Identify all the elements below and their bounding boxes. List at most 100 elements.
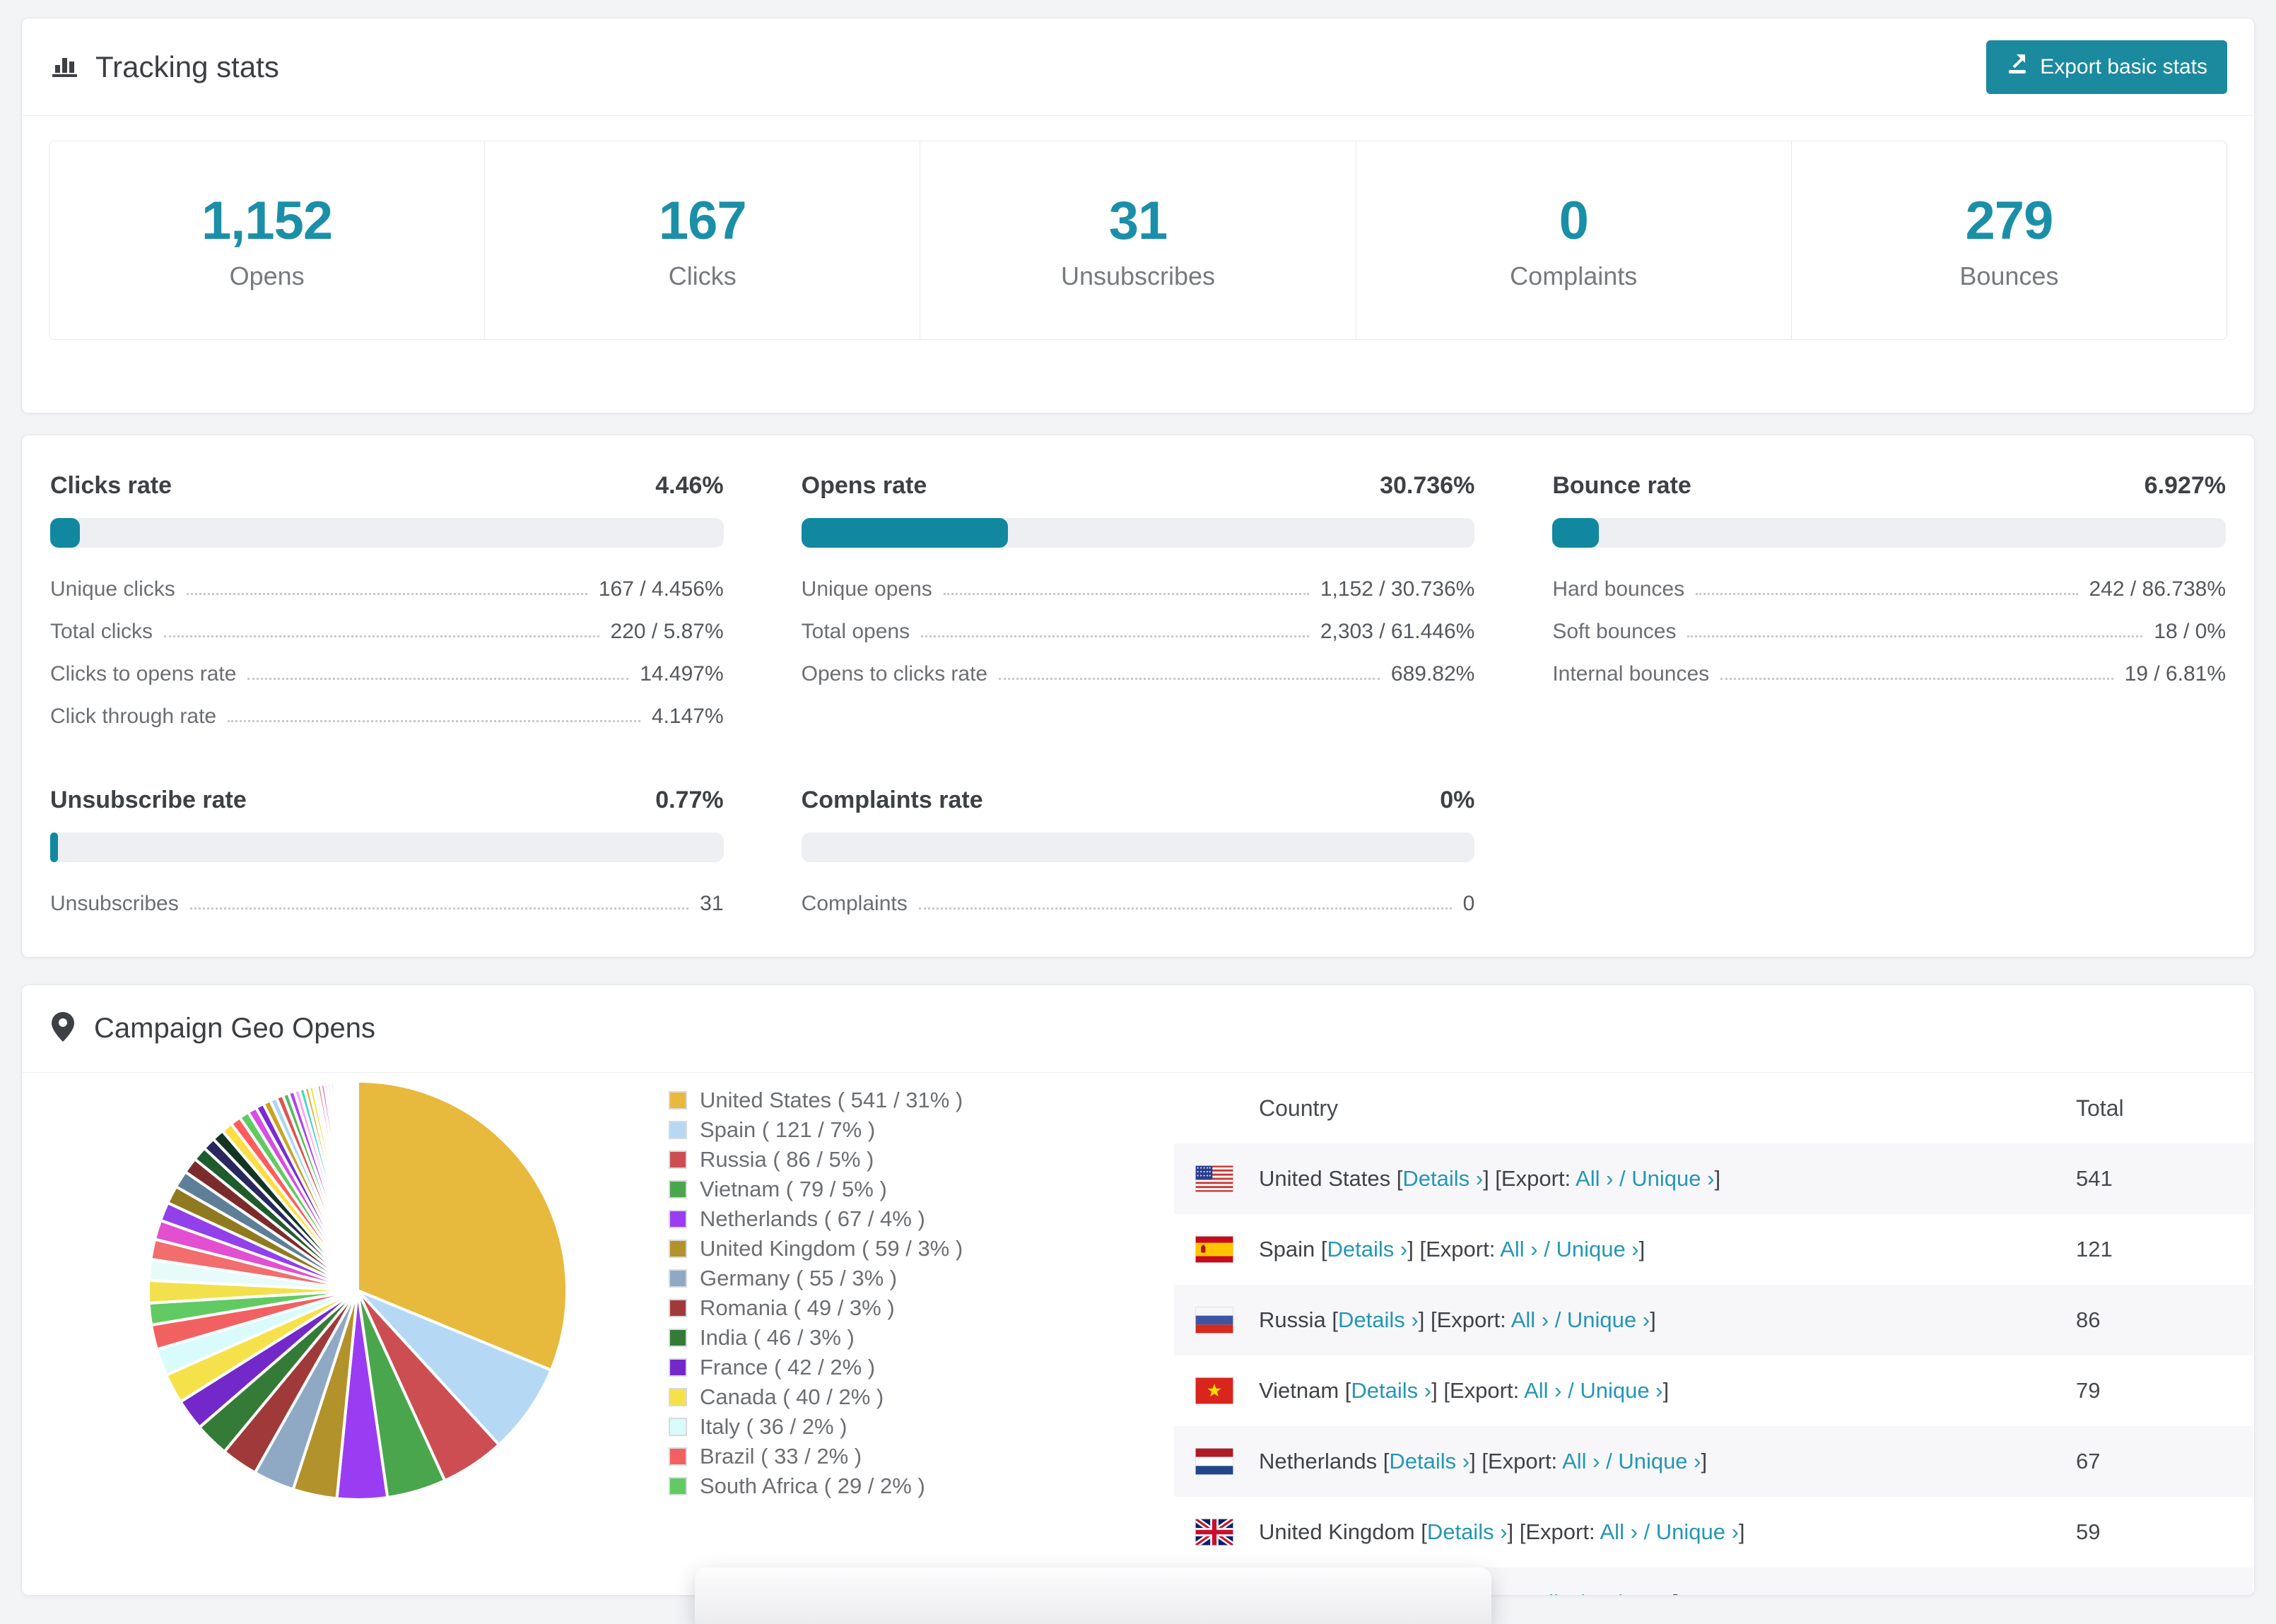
rate-progress-fill [50,832,59,862]
rate-detail-row: Unique clicks 167 / 4.456% [50,577,724,601]
dotted-leader [921,635,1309,637]
export-all-link[interactable]: All › [1600,1519,1638,1544]
legend-color-swatch [669,1299,687,1317]
country-name: Russia [1259,1307,1326,1332]
legend-label: Germany ( 55 / 3% ) [700,1266,898,1290]
details-link[interactable]: Details › [1351,1378,1432,1403]
pie-slice [355,1079,359,1292]
legend-item: Germany ( 55 / 3% ) [669,1264,963,1293]
bracket: ] [1662,1378,1670,1403]
gb-flag-icon [1195,1519,1233,1546]
country-total: 67 [2076,1449,2101,1473]
legend-color-swatch [669,1329,687,1347]
export-unique-link[interactable]: Unique › [1631,1166,1715,1191]
rate-detail-value: 167 / 4.456% [598,577,724,601]
rate-detail-label: Clicks to opens rate [50,662,237,686]
country-name: United States [1259,1166,1391,1191]
bracket: ] [1418,1307,1431,1332]
stat-label: Unsubscribes [1060,261,1216,290]
rate-progress-fill [801,518,1009,548]
rate-progress-bar [801,518,1475,548]
rate-detail-label: Total clicks [50,620,153,643]
ru-flag-icon [1195,1307,1233,1334]
stat-value: 31 [1108,190,1168,251]
legend-color-swatch [669,1447,687,1466]
slash-separator: / [1561,1378,1580,1403]
rate-block-opens-rate: Opens rate 30.736% Unique opens 1,152 / 30.… [801,472,1475,729]
legend-color-swatch [669,1269,687,1288]
export-all-link[interactable]: All › [1534,1590,1571,1595]
export-prefix: [Export: [1519,1519,1600,1544]
export-unique-link[interactable]: Unique › [1590,1590,1673,1595]
country-column-header: Country [1259,1095,1339,1121]
rate-value: 30.736% [1380,472,1475,499]
dotted-leader [999,678,1380,680]
legend-item: United Kingdom ( 59 / 3% ) [669,1234,963,1264]
rate-detail-label: Total opens [801,620,910,643]
bracket: ] [1483,1166,1496,1191]
rate-detail-label: Unique clicks [50,577,175,601]
rate-detail-label: Soft bounces [1552,620,1677,643]
legend-color-swatch [669,1477,687,1495]
details-link[interactable]: Details › [1426,1519,1508,1544]
campaign-geo-opens-card: Campaign Geo Opens United States ( 541 /… [21,984,2255,1596]
stat-label: Opens [229,261,305,290]
rate-detail-value: 220 / 5.87% [610,620,724,643]
export-prefix: [Export: [1443,1378,1525,1403]
export-all-link[interactable]: All › [1500,1237,1538,1261]
rate-progress-fill [50,518,81,548]
details-link[interactable]: Details › [1389,1449,1470,1473]
legend-item: Brazil ( 33 / 2% ) [669,1442,963,1471]
bracket: [ [1383,1449,1390,1473]
details-link[interactable]: Details › [1338,1307,1419,1332]
country-name: Vietnam [1259,1378,1339,1403]
rate-title: Opens rate [801,472,927,499]
dotted-leader [1720,678,2113,680]
export-unique-link[interactable]: Unique › [1618,1449,1701,1473]
export-all-link[interactable]: All › [1511,1307,1549,1332]
bracket: [ [1344,1378,1351,1403]
rate-progress-fill [1552,518,1600,548]
export-prefix: [Export: [1482,1449,1563,1473]
export-unique-link[interactable]: Unique › [1566,1307,1650,1332]
dotted-leader [164,635,599,637]
stat-card-opens: 1,152 Opens [49,141,486,339]
rate-detail-label: Hard bounces [1552,577,1685,601]
export-unique-link[interactable]: Unique › [1556,1237,1639,1261]
rate-detail-row: Opens to clicks rate 689.82% [802,662,1475,686]
legend-label: Romania ( 49 / 3% ) [700,1295,895,1320]
stat-value: 167 [658,190,747,251]
bracket: [ [1320,1237,1327,1261]
country-name: Spain [1259,1237,1315,1261]
rate-progress-bar [50,832,724,862]
rate-detail-row: Total opens 2,303 / 61.446% [802,620,1475,644]
bar-chart-icon [49,49,80,84]
details-link[interactable]: Details › [1402,1166,1484,1191]
legend-item: India ( 46 / 3% ) [669,1323,963,1353]
export-basic-stats-button[interactable]: Export basic stats [1986,40,2227,94]
geo-opens-title: Campaign Geo Opens [94,1013,376,1044]
dotted-leader [1687,635,2143,637]
stat-card-complaints: 0 Complaints [1356,141,1792,339]
stat-value: 279 [1965,190,2054,251]
export-all-link[interactable]: All › [1524,1378,1562,1403]
geo-opens-pie-chart [146,1078,570,1502]
export-all-link[interactable]: All › [1562,1449,1600,1473]
bracket: ] [1638,1237,1646,1261]
rate-detail-value: 689.82% [1390,662,1475,686]
legend-item: Vietnam ( 79 / 5% ) [669,1175,963,1204]
export-all-link[interactable]: All › [1576,1166,1614,1191]
export-unique-link[interactable]: Unique › [1655,1519,1739,1544]
details-link[interactable]: Details › [1327,1237,1408,1261]
legend-label: United States ( 541 / 31% ) [700,1088,963,1112]
rate-progress-bar [1552,518,2226,548]
bracket: ] [1650,1307,1656,1332]
geo-opens-header: Campaign Geo Opens [22,985,2254,1073]
slash-separator: / [1637,1519,1656,1544]
rate-detail-value: 2,303 / 61.446% [1320,620,1475,643]
export-unique-link[interactable]: Unique › [1580,1378,1663,1403]
bracket: ] [1470,1449,1482,1473]
bracket: ] [1507,1519,1520,1544]
legend-label: Vietnam ( 79 / 5% ) [700,1177,887,1201]
legend-color-swatch [669,1180,687,1199]
